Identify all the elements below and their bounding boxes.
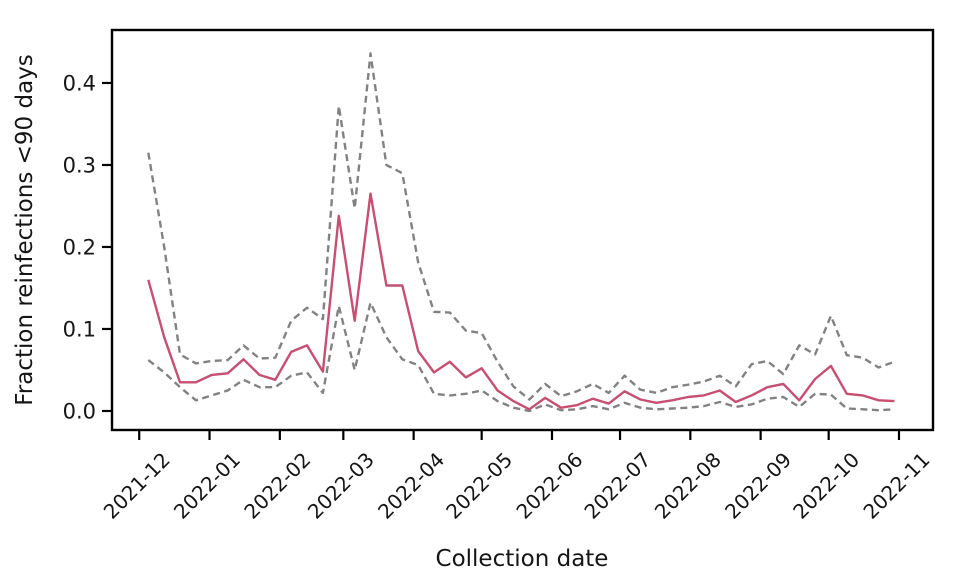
y-tick-label: 0.2	[63, 235, 96, 259]
x-tick-label: 2022-07	[579, 448, 655, 524]
plot-border	[110, 28, 935, 432]
y-tick-label: 0.4	[63, 71, 96, 95]
x-tick-label: 2022-11	[858, 448, 934, 524]
x-tick-label: 2022-09	[720, 448, 796, 524]
series-line-fraction_reinfections	[147, 192, 895, 411]
x-axis-title: Collection date	[436, 546, 609, 572]
x-tick-label: 2022-03	[303, 448, 379, 524]
x-tick-label: 2022-08	[650, 448, 726, 524]
y-tick-label: 0.3	[63, 153, 96, 177]
x-tick-label: 2022-01	[169, 448, 245, 524]
x-tick-label: 2022-02	[239, 448, 315, 524]
x-tick-label: 2022-10	[788, 448, 864, 524]
plot-area: 2021-122022-012022-022022-032022-042022-…	[63, 28, 935, 524]
y-tick-label: 0.1	[63, 317, 96, 341]
x-tick-label: 2021-12	[99, 448, 175, 524]
y-tick-label: 0.0	[63, 399, 96, 423]
series-line-lower_bound	[147, 301, 895, 413]
x-tick-label: 2022-04	[373, 448, 449, 524]
series-line-upper_bound	[147, 52, 895, 401]
x-tick-label: 2022-06	[511, 448, 587, 524]
y-axis-title: Fraction reinfections <90 days	[12, 54, 38, 406]
x-tick-label: 2022-05	[441, 448, 517, 524]
